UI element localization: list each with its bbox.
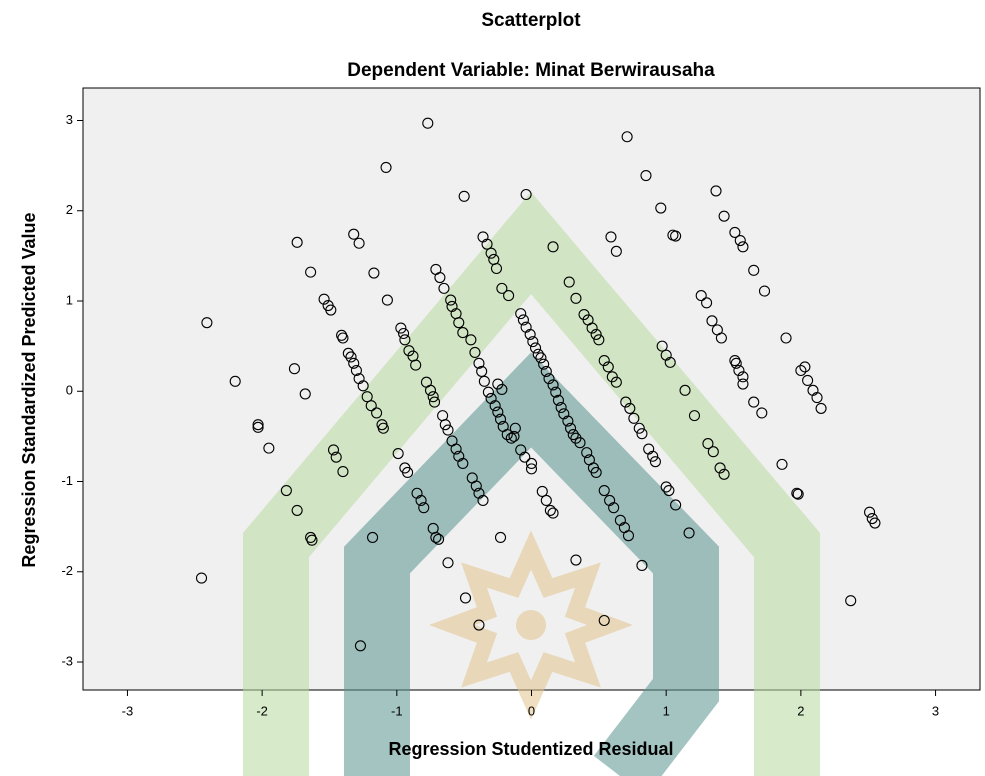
chart-title: Scatterplot [481,10,581,31]
x-tick-label: -3 [122,703,134,718]
y-tick-label: -2 [61,563,73,578]
x-tick-label: -1 [391,703,403,718]
watermark-dot [516,610,546,640]
y-tick-label: 3 [66,112,73,127]
y-tick-label: 0 [66,383,73,398]
x-tick-label: 1 [663,703,670,718]
y-axis-title: Regression Standardized Predicted Value [19,212,39,567]
chart-subtitle: Dependent Variable: Minat Berwirausaha [347,60,715,81]
y-tick-label: -3 [61,653,73,668]
x-tick-label: 2 [797,703,804,718]
x-axis-title: Regression Studentized Residual [388,739,673,759]
x-tick-label: 0 [528,703,535,718]
chart: Scatterplot Dependent Variable: Minat Be… [0,0,985,776]
x-tick-label: -2 [256,703,268,718]
y-tick-label: 1 [66,292,73,307]
x-tick-label: 3 [932,703,939,718]
y-tick-label: 2 [66,202,73,217]
y-tick-label: -1 [61,473,73,488]
